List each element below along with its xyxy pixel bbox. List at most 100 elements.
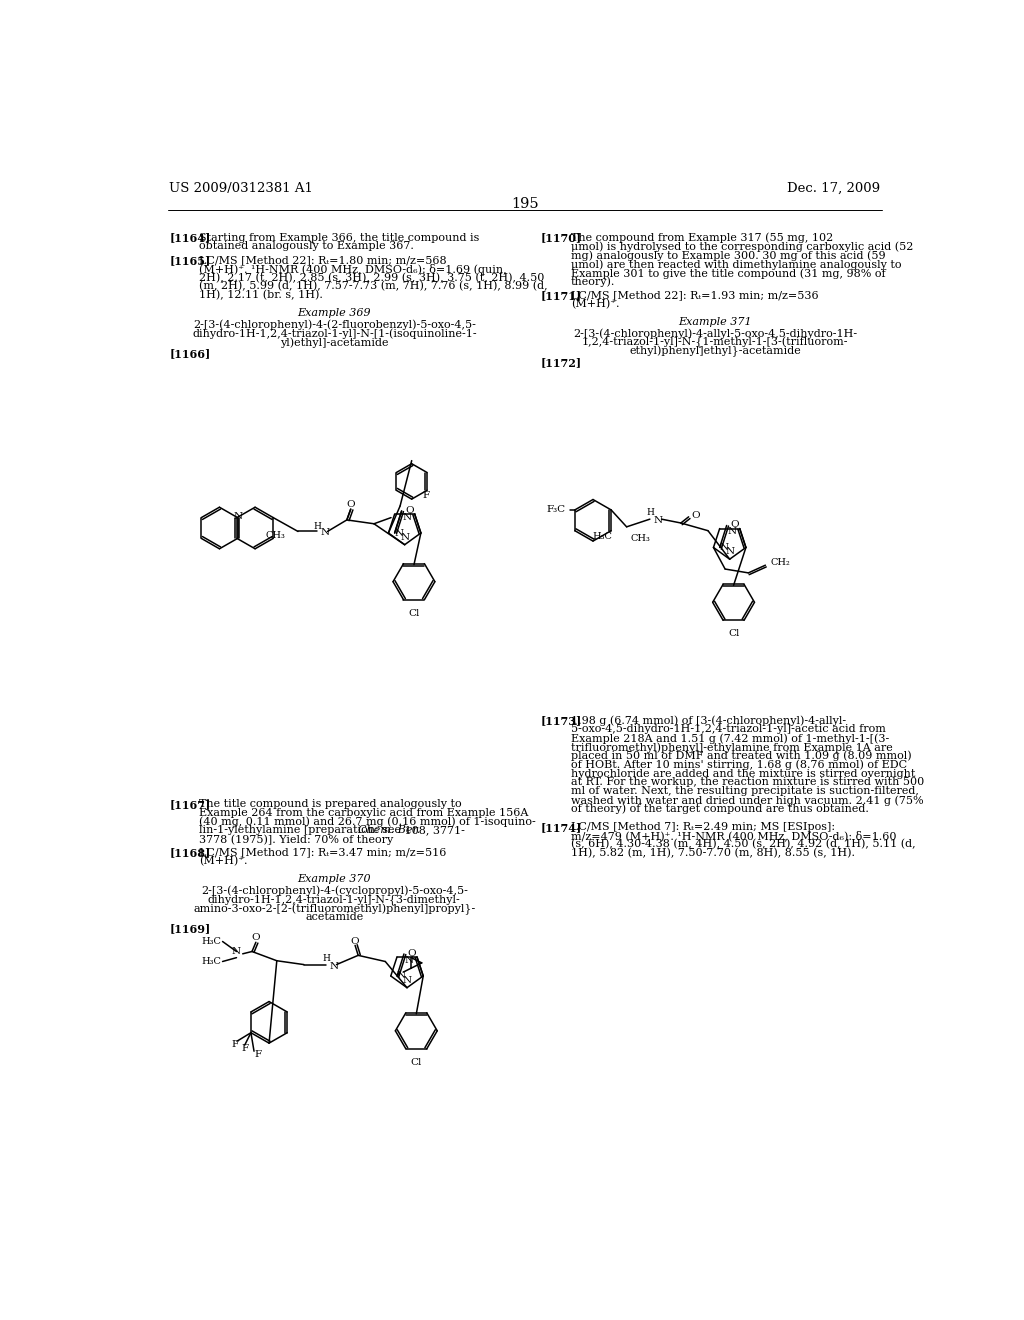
Text: N: N — [233, 512, 243, 520]
Text: [1169]: [1169] — [169, 924, 211, 935]
Text: [1171]: [1171] — [541, 290, 582, 301]
Text: [1165]: [1165] — [169, 255, 211, 265]
Text: F: F — [231, 1040, 239, 1049]
Text: 3778 (1975)]. Yield: 70% of theory: 3778 (1975)]. Yield: 70% of theory — [200, 834, 394, 845]
Text: N: N — [321, 528, 330, 537]
Text: yl)ethyl]-acetamide: yl)ethyl]-acetamide — [281, 337, 388, 347]
Text: [1166]: [1166] — [169, 348, 211, 359]
Text: 1.98 g (6.74 mmol) of [3-(4-chlorophenyl)-4-allyl-: 1.98 g (6.74 mmol) of [3-(4-chlorophenyl… — [571, 715, 846, 726]
Text: placed in 50 ml of DMF and treated with 1.09 g (8.09 mmol): placed in 50 ml of DMF and treated with … — [571, 751, 911, 762]
Text: H: H — [323, 954, 331, 962]
Text: N: N — [232, 946, 241, 956]
Text: 195: 195 — [511, 197, 539, 211]
Text: O: O — [730, 520, 739, 529]
Text: (m, 2H), 5.99 (d, 1H), 7.57-7.73 (m, 7H), 7.76 (s, 1H), 8.99 (d,: (m, 2H), 5.99 (d, 1H), 7.57-7.73 (m, 7H)… — [200, 281, 548, 292]
Text: Example 370: Example 370 — [298, 874, 371, 884]
Text: The compound from Example 317 (55 mg, 102: The compound from Example 317 (55 mg, 10… — [571, 232, 834, 243]
Text: O: O — [346, 500, 355, 510]
Text: at RT. For the workup, the reaction mixture is stirred with 500: at RT. For the workup, the reaction mixt… — [571, 777, 924, 787]
Text: dihydro-1H-1,2,4-triazol-1-yl]-N-{3-dimethyl-: dihydro-1H-1,2,4-triazol-1-yl]-N-{3-dime… — [208, 895, 461, 906]
Text: O: O — [406, 506, 414, 515]
Text: Cl: Cl — [409, 609, 420, 618]
Text: N: N — [653, 516, 663, 525]
Text: LC/MS [Method 22]: Rₜ=1.93 min; m/z=536: LC/MS [Method 22]: Rₜ=1.93 min; m/z=536 — [571, 290, 818, 300]
Text: O: O — [252, 933, 260, 942]
Text: Cl: Cl — [411, 1057, 422, 1067]
Text: Example 264 from the carboxylic acid from Example 156A: Example 264 from the carboxylic acid fro… — [200, 808, 528, 817]
Text: H₃C: H₃C — [201, 957, 221, 966]
Text: 2-[3-(4-chlorophenyl)-4-(2-fluorobenzyl)-5-oxo-4,5-: 2-[3-(4-chlorophenyl)-4-(2-fluorobenzyl)… — [193, 319, 476, 330]
Text: m/z=479 (M+H)⁺. ¹H-NMR (400 MHz, DMSO-d₆): δ=1.60: m/z=479 (M+H)⁺. ¹H-NMR (400 MHz, DMSO-d₆… — [571, 830, 896, 841]
Text: US 2009/0312381 A1: US 2009/0312381 A1 — [169, 182, 313, 195]
Text: trifluoromethyl)phenyl]-ethylamine from Example 1A are: trifluoromethyl)phenyl]-ethylamine from … — [571, 742, 893, 752]
Text: Cl: Cl — [728, 630, 739, 639]
Text: washed with water and dried under high vacuum. 2.41 g (75%: washed with water and dried under high v… — [571, 795, 924, 805]
Text: N: N — [402, 975, 412, 985]
Text: μmol) is hydrolysed to the corresponding carboxylic acid (52: μmol) is hydrolysed to the corresponding… — [571, 242, 913, 252]
Text: H₃C: H₃C — [593, 532, 612, 541]
Text: F: F — [242, 1044, 248, 1052]
Text: lin-1-ylethylamine [preparation: see: lin-1-ylethylamine [preparation: see — [200, 825, 406, 836]
Text: theory).: theory). — [571, 277, 615, 288]
Text: LC/MS [Method 22]: Rₜ=1.80 min; m/z=568: LC/MS [Method 22]: Rₜ=1.80 min; m/z=568 — [200, 255, 447, 265]
Text: ethyl)phenyl]ethyl}-acetamide: ethyl)phenyl]ethyl}-acetamide — [630, 346, 801, 358]
Text: H: H — [647, 508, 654, 517]
Text: obtained analogously to Example 367.: obtained analogously to Example 367. — [200, 242, 415, 251]
Text: CH₂: CH₂ — [770, 557, 790, 566]
Text: 5-oxo-4,5-dihydro-1H-1,2,4-triazol-1-yl]-acetic acid from: 5-oxo-4,5-dihydro-1H-1,2,4-triazol-1-yl]… — [571, 725, 886, 734]
Text: 2H), 2.17 (t, 2H), 2.85 (s, 3H), 2.99 (s, 3H), 3.75 (t, 2H), 4.50: 2H), 2.17 (t, 2H), 2.85 (s, 3H), 2.99 (s… — [200, 272, 545, 282]
Text: N: N — [330, 962, 339, 970]
Text: 108, 3771-: 108, 3771- — [401, 825, 465, 836]
Text: Example 369: Example 369 — [298, 308, 371, 318]
Text: amino-3-oxo-2-[2-(trifluoromethyl)phenyl]propyl}-: amino-3-oxo-2-[2-(trifluoromethyl)phenyl… — [194, 903, 475, 915]
Text: dihydro-1H-1,2,4-triazol-1-yl]-N-[1-(isoquinoline-1-: dihydro-1H-1,2,4-triazol-1-yl]-N-[1-(iso… — [193, 329, 476, 339]
Text: N: N — [400, 533, 410, 541]
Text: The title compound is prepared analogously to: The title compound is prepared analogous… — [200, 799, 462, 809]
Text: Example 371: Example 371 — [679, 317, 752, 327]
Text: F: F — [423, 491, 430, 500]
Text: 2-[3-(4-chlorophenyl)-4-(cyclopropyl)-5-oxo-4,5-: 2-[3-(4-chlorophenyl)-4-(cyclopropyl)-5-… — [201, 886, 468, 896]
Text: N: N — [720, 543, 729, 552]
Text: N: N — [402, 512, 412, 521]
Text: LC/MS [Method 17]: Rₜ=3.47 min; m/z=516: LC/MS [Method 17]: Rₜ=3.47 min; m/z=516 — [200, 847, 446, 858]
Text: [1164]: [1164] — [169, 232, 211, 244]
Text: 1H), 12.11 (br. s, 1H).: 1H), 12.11 (br. s, 1H). — [200, 290, 324, 301]
Text: [1172]: [1172] — [541, 358, 582, 368]
Text: ml of water. Next, the resulting precipitate is suction-filtered,: ml of water. Next, the resulting precipi… — [571, 787, 919, 796]
Text: H: H — [313, 521, 322, 531]
Text: (M+H)⁺.: (M+H)⁺. — [571, 300, 620, 309]
Text: N: N — [394, 528, 403, 537]
Text: Starting from Example 366, the title compound is: Starting from Example 366, the title com… — [200, 232, 480, 243]
Text: (s, 6H), 4.30-4.38 (m, 4H), 4.50 (s, 2H), 4.92 (d, 1H), 5.11 (d,: (s, 6H), 4.30-4.38 (m, 4H), 4.50 (s, 2H)… — [571, 840, 915, 850]
Text: CH₃: CH₃ — [631, 533, 650, 543]
Text: 2-[3-(4-chlorophenyl)-4-allyl-5-oxo-4,5-dihydro-1H-: 2-[3-(4-chlorophenyl)-4-allyl-5-oxo-4,5-… — [573, 329, 857, 339]
Text: hydrochloride are added and the mixture is stirred overnight: hydrochloride are added and the mixture … — [571, 768, 915, 779]
Text: [1174]: [1174] — [541, 821, 582, 833]
Text: N: N — [404, 956, 414, 965]
Text: of HOBt. After 10 mins' stirring, 1.68 g (8.76 mmol) of EDC: of HOBt. After 10 mins' stirring, 1.68 g… — [571, 760, 907, 771]
Text: (M+H)⁺.: (M+H)⁺. — [200, 857, 248, 867]
Text: 1,2,4-triazol-1-yl]-N-{1-methyl-1-[3-(trifluorom-: 1,2,4-triazol-1-yl]-N-{1-methyl-1-[3-(tr… — [582, 337, 849, 348]
Text: [1168]: [1168] — [169, 847, 211, 858]
Text: Example 301 to give the title compound (31 mg, 98% of: Example 301 to give the title compound (… — [571, 268, 886, 279]
Text: [1170]: [1170] — [541, 232, 582, 244]
Text: LC/MS [Method 7]: Rₜ=2.49 min; MS [ESIpos]:: LC/MS [Method 7]: Rₜ=2.49 min; MS [ESIpo… — [571, 821, 835, 832]
Text: [1173]: [1173] — [541, 715, 582, 726]
Text: μmol) are then reacted with dimethylamine analogously to: μmol) are then reacted with dimethylamin… — [571, 259, 901, 269]
Text: CH₃: CH₃ — [265, 532, 286, 540]
Text: F₃C: F₃C — [547, 506, 565, 515]
Text: N: N — [397, 972, 407, 981]
Text: H₃C: H₃C — [201, 937, 221, 946]
Text: F: F — [255, 1049, 262, 1059]
Text: [1167]: [1167] — [169, 799, 211, 809]
Text: acetamide: acetamide — [305, 912, 364, 923]
Text: O: O — [408, 949, 417, 958]
Text: O: O — [350, 937, 358, 946]
Text: mg) analogously to Example 300. 30 mg of this acid (59: mg) analogously to Example 300. 30 mg of… — [571, 251, 886, 261]
Text: Dec. 17, 2009: Dec. 17, 2009 — [787, 182, 881, 195]
Text: (40 mg, 0.11 mmol) and 26.7 mg (0.16 mmol) of 1-isoquino-: (40 mg, 0.11 mmol) and 26.7 mg (0.16 mmo… — [200, 817, 537, 828]
Text: O: O — [692, 511, 700, 520]
Text: N: N — [725, 546, 734, 556]
Text: (M+H)⁺. ¹H-NMR (400 MHz, DMSO-d₆): δ=1.69 (quin,: (M+H)⁺. ¹H-NMR (400 MHz, DMSO-d₆): δ=1.6… — [200, 264, 507, 275]
Text: 1H), 5.82 (m, 1H), 7.50-7.70 (m, 8H), 8.55 (s, 1H).: 1H), 5.82 (m, 1H), 7.50-7.70 (m, 8H), 8.… — [571, 849, 855, 858]
